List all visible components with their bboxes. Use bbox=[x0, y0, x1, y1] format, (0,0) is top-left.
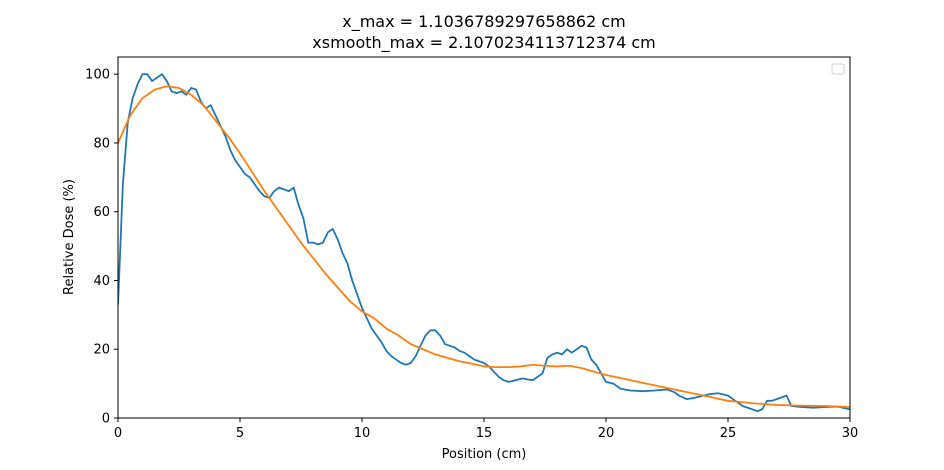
x-tick-label: 25 bbox=[720, 426, 737, 441]
y-tick-label: 40 bbox=[93, 274, 110, 289]
y-tick-label: 0 bbox=[102, 412, 110, 427]
y-axis-label: Relative Dose (%) bbox=[62, 179, 77, 295]
x-axis-label: Position (cm) bbox=[442, 447, 527, 462]
y-axis-ticks: 0 20 40 60 80 100 bbox=[85, 68, 118, 427]
x-tick-label: 20 bbox=[598, 426, 615, 441]
series-line-1 bbox=[118, 73, 850, 413]
x-tick-label: 5 bbox=[236, 426, 244, 441]
y-tick-label: 80 bbox=[93, 136, 110, 151]
series-line-2 bbox=[118, 85, 850, 408]
y-tick-label: 60 bbox=[93, 205, 110, 220]
x-tick-label: 15 bbox=[476, 426, 493, 441]
x-tick-label: 30 bbox=[842, 426, 859, 441]
series-layer bbox=[118, 73, 850, 413]
x-axis-ticks: 0 5 10 15 20 25 30 bbox=[114, 418, 858, 441]
x-tick-label: 0 bbox=[114, 426, 122, 441]
chart-title-line-1: x_max = 1.1036789297658862 cm bbox=[342, 12, 626, 32]
chart-title-line-2: xsmooth_max = 2.1070234113712374 cm bbox=[312, 33, 655, 53]
legend-box bbox=[831, 63, 845, 75]
y-tick-label: 100 bbox=[85, 68, 110, 83]
y-tick-label: 20 bbox=[93, 343, 110, 358]
x-tick-label: 10 bbox=[354, 426, 371, 441]
plot-area: 0 5 10 15 20 25 30 0 20 40 60 80 100 bbox=[85, 56, 858, 441]
